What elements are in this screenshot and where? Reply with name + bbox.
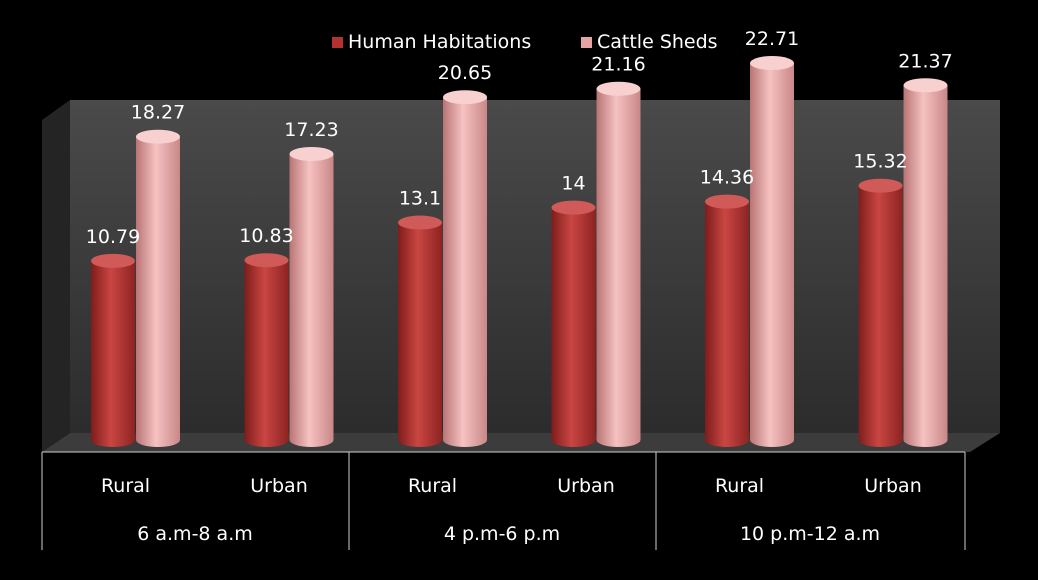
group-label-2: 10 p.m-12 a.m: [740, 523, 880, 545]
data-label-human-habitations-0: 10.79: [86, 226, 140, 248]
bar-cattle-sheds-3: [596, 81, 641, 448]
bars: [91, 56, 948, 448]
data-label-human-habitations-5: 15.32: [853, 151, 907, 173]
data-label-human-habitations-3: 14: [561, 173, 585, 195]
data-label-cattle-sheds-2: 20.65: [438, 62, 492, 84]
legend: Human Habitations Cattle Sheds: [332, 31, 718, 53]
bar-cattle-sheds-2: [443, 90, 487, 448]
category-label-2: Rural: [408, 475, 457, 497]
group-label-0: 6 a.m-8 a.m: [137, 523, 253, 545]
bar-cattle-sheds-0: [136, 129, 180, 447]
bar-human-habitations-4: [705, 194, 749, 447]
chart-floor: [42, 433, 1000, 452]
category-label-3: Urban: [557, 475, 614, 497]
bar-human-habitations-5: [858, 178, 903, 448]
category-label-5: Urban: [864, 475, 921, 497]
category-label-4: Rural: [715, 475, 764, 497]
data-label-human-habitations-4: 14.36: [700, 167, 754, 189]
bar-cattle-sheds-1: [289, 146, 334, 448]
legend-label-cattle-sheds: Cattle Sheds: [597, 31, 718, 53]
category-table: [41, 451, 966, 550]
bar-cattle-sheds-4: [750, 56, 794, 447]
bar-human-habitations-0: [91, 253, 135, 447]
bar-human-habitations-1: [244, 253, 289, 448]
bar-cattle-sheds-5: [903, 78, 948, 448]
legend-label-human-habitations: Human Habitations: [348, 31, 531, 53]
data-label-human-habitations-2: 13.1: [399, 188, 441, 210]
legend-swatch-human-habitations: [332, 37, 343, 48]
bar-human-habitations-3: [551, 200, 596, 448]
data-label-cattle-sheds-5: 21.37: [898, 50, 952, 72]
bar-human-habitations-2: [398, 215, 442, 447]
group-label-1: 4 p.m-6 p.m: [444, 523, 560, 545]
category-table-text: Rural Urban Rural Urban Rural Urban 6 a.m-8 a.…: [101, 475, 922, 545]
data-labels: 10.79 18.27 10.83 17.23 13.1 20.65 14 21.16 14.3…: [86, 28, 953, 248]
chart-side-wall: [42, 100, 70, 452]
category-label-0: Rural: [101, 475, 150, 497]
data-label-cattle-sheds-0: 18.27: [131, 102, 185, 124]
legend-swatch-cattle-sheds: [581, 37, 592, 48]
data-label-human-habitations-1: 10.83: [239, 225, 293, 247]
data-label-cattle-sheds-3: 21.16: [591, 54, 645, 76]
category-label-1: Urban: [250, 475, 307, 497]
data-label-cattle-sheds-4: 22.71: [745, 28, 799, 50]
data-label-cattle-sheds-1: 17.23: [284, 119, 338, 141]
